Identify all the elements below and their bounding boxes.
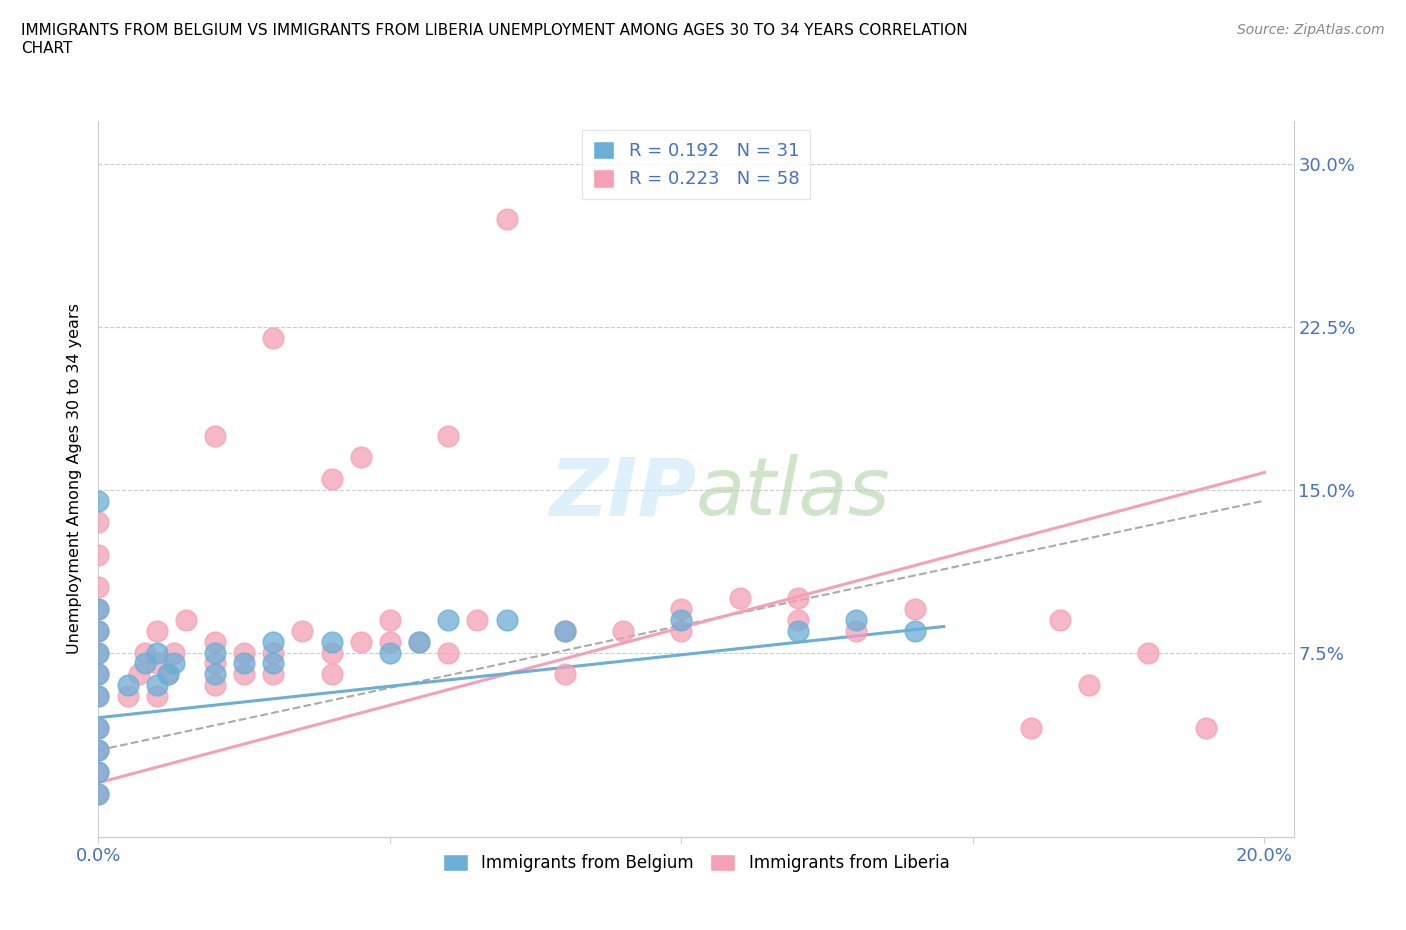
Point: [87, 623, 110, 638]
Point: [134, 656, 156, 671]
Point: [174, 613, 197, 628]
Point: [87, 786, 110, 801]
Point: [87, 688, 110, 703]
Point: [87, 786, 110, 801]
Point: [87, 721, 110, 736]
Point: [671, 613, 693, 628]
Point: [728, 591, 751, 605]
Text: Source: ZipAtlas.com: Source: ZipAtlas.com: [1237, 23, 1385, 37]
Point: [204, 678, 226, 693]
Point: [321, 667, 343, 682]
Point: [145, 645, 167, 660]
Text: IMMIGRANTS FROM BELGIUM VS IMMIGRANTS FROM LIBERIA UNEMPLOYMENT AMONG AGES 30 TO: IMMIGRANTS FROM BELGIUM VS IMMIGRANTS FR…: [21, 23, 967, 56]
Point: [87, 623, 110, 638]
Point: [845, 623, 868, 638]
Point: [262, 645, 284, 660]
Point: [163, 645, 186, 660]
Point: [87, 743, 110, 758]
Point: [157, 667, 180, 682]
Point: [1195, 721, 1218, 736]
Point: [87, 688, 110, 703]
Point: [437, 428, 460, 443]
Point: [1078, 678, 1101, 693]
Point: [117, 688, 139, 703]
Point: [233, 656, 256, 671]
Point: [87, 515, 110, 530]
Point: [262, 634, 284, 649]
Point: [117, 678, 139, 693]
Point: [321, 645, 343, 660]
Point: [408, 634, 430, 649]
Point: [845, 613, 868, 628]
Point: [134, 645, 156, 660]
Point: [233, 645, 256, 660]
Point: [350, 634, 373, 649]
Point: [87, 602, 110, 617]
Point: [671, 623, 693, 638]
Point: [204, 645, 226, 660]
Point: [467, 613, 489, 628]
Point: [87, 667, 110, 682]
Point: [378, 634, 401, 649]
Point: [204, 428, 226, 443]
Point: [233, 667, 256, 682]
Point: [204, 656, 226, 671]
Point: [145, 656, 167, 671]
Point: [554, 623, 576, 638]
Point: [1049, 613, 1071, 628]
Point: [671, 602, 693, 617]
Point: [87, 721, 110, 736]
Point: [495, 211, 517, 226]
Point: [87, 602, 110, 617]
Point: [408, 634, 430, 649]
Text: ZIP: ZIP: [548, 454, 696, 532]
Point: [87, 580, 110, 595]
Point: [262, 656, 284, 671]
Point: [204, 634, 226, 649]
Point: [378, 645, 401, 660]
Point: [787, 591, 810, 605]
Point: [554, 667, 576, 682]
Point: [87, 493, 110, 508]
Point: [495, 613, 517, 628]
Legend: Immigrants from Belgium, Immigrants from Liberia: Immigrants from Belgium, Immigrants from…: [436, 847, 956, 879]
Point: [145, 678, 167, 693]
Point: [903, 623, 925, 638]
Point: [554, 623, 576, 638]
Point: [145, 623, 167, 638]
Point: [204, 667, 226, 682]
Point: [87, 764, 110, 779]
Point: [321, 634, 343, 649]
Point: [903, 602, 925, 617]
Point: [437, 645, 460, 660]
Point: [87, 743, 110, 758]
Point: [378, 613, 401, 628]
Point: [262, 330, 284, 345]
Point: [787, 623, 810, 638]
Point: [321, 472, 343, 486]
Point: [437, 613, 460, 628]
Point: [1136, 645, 1159, 660]
Point: [87, 548, 110, 563]
Point: [163, 656, 186, 671]
Point: [612, 623, 634, 638]
Y-axis label: Unemployment Among Ages 30 to 34 years: Unemployment Among Ages 30 to 34 years: [67, 303, 83, 655]
Point: [291, 623, 314, 638]
Point: [262, 667, 284, 682]
Point: [145, 688, 167, 703]
Point: [350, 450, 373, 465]
Point: [128, 667, 150, 682]
Point: [87, 764, 110, 779]
Point: [87, 645, 110, 660]
Point: [787, 613, 810, 628]
Point: [87, 645, 110, 660]
Point: [87, 667, 110, 682]
Point: [157, 667, 180, 682]
Text: atlas: atlas: [696, 454, 891, 532]
Point: [1019, 721, 1042, 736]
